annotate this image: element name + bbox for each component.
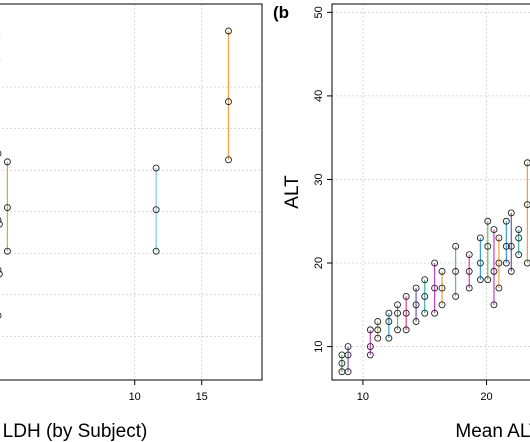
panel-b-data-point: [402, 326, 410, 334]
panel-b-data-point: [502, 217, 510, 225]
panel-b-data-point: [344, 368, 352, 376]
panel-b-data-point: [523, 259, 530, 267]
panel-b-data-point: [484, 242, 492, 250]
panel-b-data-point: [438, 301, 446, 309]
panel-b-data-point: [502, 242, 510, 250]
panel-b-data-point: [431, 259, 439, 267]
panel-b-data-point: [344, 351, 352, 359]
panel-b-data-point: [338, 359, 346, 367]
panel-b-data-point: [394, 309, 401, 317]
panel-a-data-point: [225, 156, 232, 164]
panel-b-y-tick-label: 30: [313, 173, 325, 185]
panel-b-data-point: [484, 217, 492, 225]
panel-a-data-point: [3, 247, 11, 255]
panel-b-data-point: [476, 259, 484, 267]
panel-b-y-tick-label: 50: [313, 6, 325, 18]
panel-b-data-point: [394, 326, 401, 334]
panel-b-data-point: [465, 251, 473, 259]
panel-b-data-point: [421, 292, 429, 300]
panel-a-x-tick-label: 10: [129, 391, 141, 403]
panel-b-data-point: [421, 276, 429, 284]
panel-b-data-point: [515, 226, 523, 234]
panel-a-data-point: [225, 98, 232, 106]
panel-a-data-point: [152, 247, 160, 255]
panel-b-x-axis-label: Mean ALT: [455, 421, 530, 442]
panel-a-data-point: [225, 27, 232, 35]
panel-a-data-point: [152, 164, 160, 172]
panel-b-data-point: [465, 267, 473, 275]
panel-a-data-point: [0, 150, 2, 157]
panel-b-y-tick-label: 10: [313, 340, 325, 352]
panel-b-data-point: [431, 284, 439, 292]
panel-b-data-point: [495, 234, 503, 242]
panel-b-data-point: [507, 267, 515, 275]
panel-b-data-point: [344, 343, 352, 351]
panel-b-data-point: [421, 309, 429, 317]
panel-b-data-point: [484, 276, 492, 284]
panel-b-data-point: [502, 259, 510, 267]
panel-b-data-point: [412, 301, 420, 309]
panel-a-data-point: [3, 204, 11, 212]
panel-a-data-point: [0, 270, 3, 278]
panel-b-plot-frame: [331, 3, 530, 381]
panel-b-data-point: [385, 334, 393, 342]
panel-a-data-point: [0, 217, 2, 223]
panel-b-data-point: [402, 292, 410, 300]
panel-b-y-tick-label: 20: [313, 257, 325, 269]
panel-b-data-point: [385, 318, 393, 325]
panel-b-data-point: [366, 351, 374, 359]
panel-b-data-point: [366, 343, 374, 351]
panel-b-data-point: [490, 301, 498, 309]
panel-a-data-point: [152, 206, 160, 214]
panel-b-x-tick-label: 20: [480, 391, 492, 403]
panel-b-data-point: [523, 159, 530, 167]
panel-b-data-point: [412, 318, 420, 325]
panel-b-data-point: [394, 301, 401, 309]
panel-b-data-point: [438, 284, 446, 292]
panel-a-x-axis-label: LDH (by Subject): [3, 421, 148, 442]
panel-b-data-point: [490, 226, 498, 234]
panel-a-x-tick-label: 15: [196, 391, 208, 403]
panel-a-data-point: [3, 158, 11, 166]
panel-b-data-point: [515, 234, 523, 242]
panel-b-data-point: [412, 284, 420, 292]
panel-b-y-axis-label: ALT: [282, 175, 303, 209]
panel-b-data-point: [452, 292, 460, 300]
panel-b-data-point: [374, 334, 382, 342]
panel-b-x-tick-label: 10: [357, 391, 369, 403]
panel-b-data-point: [507, 209, 515, 217]
panel-b-y-tick-label: 40: [313, 90, 325, 102]
panel-b-data-point: [374, 318, 382, 325]
panel-b-data-point: [438, 267, 446, 275]
panel-b-data-point: [515, 251, 523, 259]
panel-b-label: (b: [273, 3, 289, 22]
panel-b-data-point: [452, 267, 460, 275]
panel-b-data-point: [431, 309, 439, 317]
panel-b-data-point: [507, 242, 515, 250]
panel-b-data-point: [490, 267, 498, 275]
panel-b-data-point: [523, 201, 530, 208]
panel-b-data-point: [465, 284, 473, 292]
panel-b-data-point: [366, 326, 374, 334]
panel-a-plot-frame: [0, 3, 263, 381]
panel-b-data-point: [402, 309, 410, 317]
panel-a-data-point: [0, 220, 3, 228]
panel-a-data-point: [0, 312, 2, 319]
panel-b-data-point: [495, 259, 503, 267]
panel-b-data-point: [476, 234, 484, 242]
panel-b-data-point: [495, 284, 503, 292]
panel-b-data-point: [385, 309, 393, 317]
panel-a-data-point: [0, 267, 2, 273]
panel-b-data-point: [476, 276, 484, 284]
panel-b-data-point: [452, 242, 460, 250]
panel-b-data-point: [374, 326, 382, 334]
